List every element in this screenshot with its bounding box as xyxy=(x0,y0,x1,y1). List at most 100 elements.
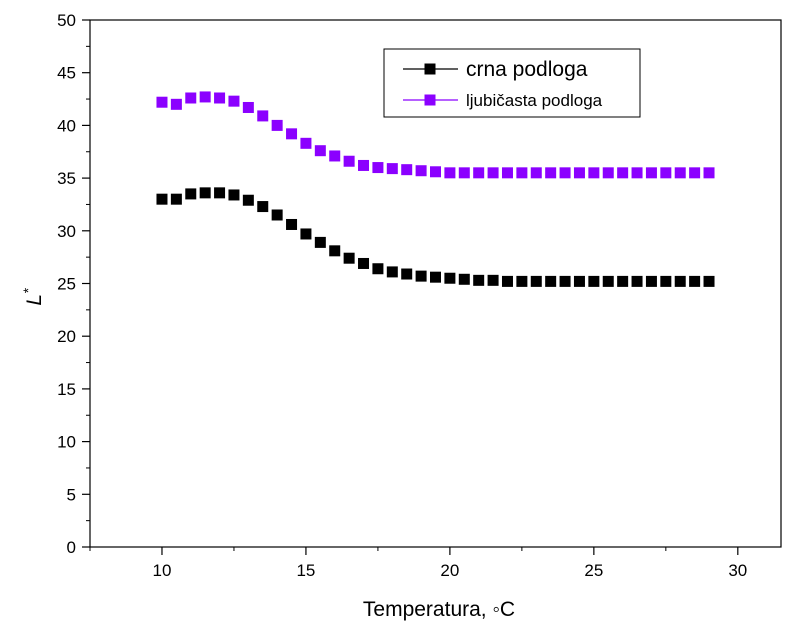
data-point xyxy=(343,155,355,167)
x-tick-label: 25 xyxy=(584,561,603,580)
data-point xyxy=(516,275,528,287)
data-points xyxy=(156,91,715,287)
data-point xyxy=(444,272,456,284)
data-point xyxy=(329,150,341,162)
y-axis: 0 5 10 15 20 25 30 35 40 45 50 xyxy=(57,11,90,557)
data-point xyxy=(660,167,672,179)
data-point xyxy=(530,167,542,179)
data-point xyxy=(358,257,370,269)
data-point xyxy=(689,167,701,179)
data-point xyxy=(228,189,240,201)
data-point xyxy=(473,274,485,286)
data-point xyxy=(588,275,600,287)
x-tick-label: 30 xyxy=(728,561,747,580)
data-point xyxy=(516,167,528,179)
data-point xyxy=(703,167,715,179)
y-tick-label: 5 xyxy=(67,485,76,504)
y-tick-label: 35 xyxy=(57,169,76,188)
data-point xyxy=(156,96,168,108)
data-point xyxy=(559,275,571,287)
x-tick-label: 10 xyxy=(153,561,172,580)
y-tick-label: 10 xyxy=(57,433,76,452)
data-point xyxy=(559,167,571,179)
data-point xyxy=(343,252,355,264)
data-point xyxy=(242,194,254,206)
data-point xyxy=(501,167,513,179)
y-tick-label: 0 xyxy=(67,538,76,557)
data-point xyxy=(300,137,312,149)
data-point xyxy=(271,209,283,221)
data-point xyxy=(617,275,629,287)
data-point xyxy=(617,167,629,179)
data-point xyxy=(631,275,643,287)
data-point xyxy=(214,187,226,199)
y-tick-label: 30 xyxy=(57,222,76,241)
data-point xyxy=(573,167,585,179)
data-point xyxy=(487,274,499,286)
data-point xyxy=(674,275,686,287)
data-point xyxy=(358,159,370,171)
data-point xyxy=(645,275,657,287)
data-point xyxy=(458,273,470,285)
legend-entry-2: ljubičasta podloga xyxy=(403,91,603,110)
data-point xyxy=(300,228,312,240)
data-point xyxy=(372,263,384,275)
data-point xyxy=(588,167,600,179)
y-axis-title-sup: * xyxy=(20,288,36,294)
legend-label-1: crna podloga xyxy=(466,58,588,81)
y-tick-label: 45 xyxy=(57,64,76,83)
series-1 xyxy=(156,187,715,287)
data-point xyxy=(170,193,182,205)
data-point xyxy=(573,275,585,287)
data-point xyxy=(602,275,614,287)
data-point xyxy=(199,187,211,199)
data-point xyxy=(473,167,485,179)
data-point xyxy=(372,162,384,174)
legend-marker-2 xyxy=(424,94,436,106)
data-point xyxy=(214,92,226,104)
data-point xyxy=(703,275,715,287)
data-point xyxy=(257,110,269,122)
data-point xyxy=(156,193,168,205)
data-point xyxy=(271,119,283,131)
data-point xyxy=(228,95,240,107)
legend-label-2: ljubičasta podloga xyxy=(466,91,603,110)
data-point xyxy=(314,145,326,157)
data-point xyxy=(286,128,298,140)
data-point xyxy=(444,167,456,179)
data-point xyxy=(430,271,441,283)
data-point xyxy=(415,270,427,282)
legend: crna podloga ljubičasta podloga xyxy=(383,48,641,118)
y-tick-label: 15 xyxy=(57,380,76,399)
data-point xyxy=(545,167,557,179)
data-point xyxy=(689,275,701,287)
data-point xyxy=(386,163,398,175)
y-tick-label: 40 xyxy=(57,116,76,135)
y-tick-label: 25 xyxy=(57,275,76,294)
data-point xyxy=(674,167,686,179)
data-point xyxy=(286,218,298,230)
x-tick-label: 15 xyxy=(296,561,315,580)
data-point xyxy=(257,201,269,213)
y-axis-title-main: L xyxy=(23,294,46,306)
data-point xyxy=(430,166,441,178)
data-point xyxy=(401,164,413,176)
data-point xyxy=(631,167,643,179)
data-point xyxy=(645,167,657,179)
y-tick-label: 50 xyxy=(57,11,76,30)
data-point xyxy=(185,188,197,200)
y-axis-title: L* xyxy=(20,288,46,306)
x-tick-label: 20 xyxy=(440,561,459,580)
data-point xyxy=(487,167,499,179)
data-point xyxy=(386,266,398,278)
data-point xyxy=(242,101,254,113)
data-point xyxy=(199,91,211,103)
x-axis-title: Temperatura, ◦C xyxy=(363,598,515,621)
y-tick-label: 20 xyxy=(57,327,76,346)
data-point xyxy=(660,275,672,287)
data-point xyxy=(170,98,182,110)
data-point xyxy=(401,268,413,280)
data-point xyxy=(545,275,557,287)
data-point xyxy=(415,165,427,177)
